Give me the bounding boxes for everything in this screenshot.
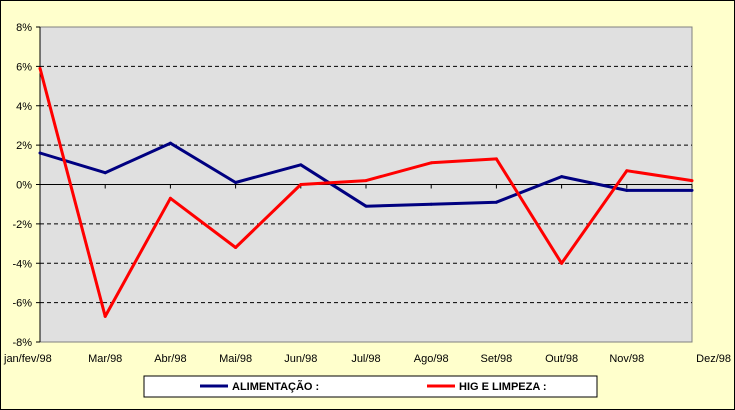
y-tick-label: -2% [12,219,32,231]
data-point [690,179,694,183]
data-point [429,161,433,165]
legend-label-alimentacao: ALIMENTAÇÃO : [232,380,319,393]
data-point [168,141,172,145]
data-point [299,183,303,186]
legend: ALIMENTAÇÃO : HIG E LIMPEZA : [143,375,598,398]
data-point [38,151,42,155]
data-point [625,188,629,192]
data-point [494,200,498,204]
data-point [690,188,694,192]
data-point [429,202,433,206]
data-point [299,163,303,167]
x-tick-label: Jun/98 [284,353,317,365]
data-point [234,181,238,185]
x-tick-label: Set/98 [480,353,512,365]
x-tick-label: Mar/98 [88,353,122,365]
x-tick-label: jan/fev/98 [3,353,52,365]
data-point [103,171,107,175]
x-tick-label: Jul/98 [351,353,380,365]
y-tick-label: -6% [12,298,32,310]
x-tick-label: Abr/98 [154,353,186,365]
x-tick-label: Dez/98 [696,353,731,365]
data-point [103,314,107,318]
data-point [494,157,498,161]
series-group [38,66,694,318]
data-point [625,169,629,173]
y-tick-label: 2% [16,140,32,152]
x-tick-label: Mai/98 [219,353,252,365]
data-point [234,246,238,249]
legend-box [143,375,598,398]
y-tick-label: 8% [16,22,32,34]
gridlines [40,65,692,304]
legend-label-hig-limpeza: HIG E LIMPEZA : [459,381,547,393]
y-tick-label: -4% [12,258,32,270]
y-tick-label: -8% [12,337,32,349]
y-axis-ticks: 8% 6% 4% 2% 0% -2% -4% -6% -8% [12,22,40,349]
x-tick-label: Out/98 [545,353,578,365]
data-point [364,204,368,208]
data-point [38,66,42,70]
x-tick-label: Nov/98 [609,353,644,365]
data-point [168,196,172,200]
x-tick-label: Ago/98 [414,353,449,365]
y-tick-label: 0% [16,180,32,192]
data-point [560,261,564,265]
data-point [560,175,564,179]
y-tick-label: 6% [16,61,32,73]
y-tick-label: 4% [16,101,32,113]
data-point [364,179,368,183]
x-axis-ticks: jan/fev/98 Mar/98 Abr/98 Mai/98 Jun/98 Jul/98… [3,184,731,365]
